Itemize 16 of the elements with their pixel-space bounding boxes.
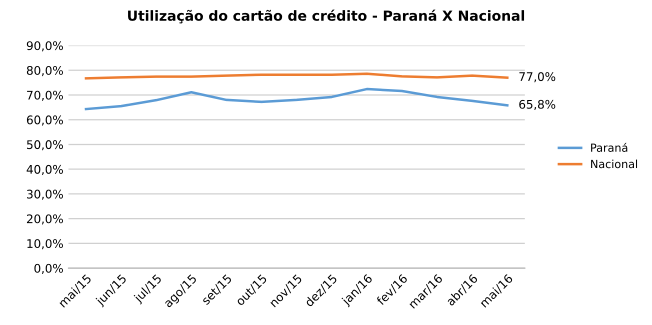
y-tick-label: 80,0% <box>26 66 63 76</box>
legend-label: Paraná <box>591 142 628 152</box>
y-tick-label: 20,0% <box>26 214 63 225</box>
line-series <box>84 88 509 110</box>
y-tick-label: 40,0% <box>26 164 63 176</box>
legend-label: Nacional <box>591 160 638 168</box>
y-tick-label: 30,0% <box>26 190 63 200</box>
data-label: 65,8% <box>519 100 556 110</box>
y-tick-label: 90,0% <box>26 41 63 52</box>
chart-title: Utilização do cartão de crédito - Paraná X Nacional <box>128 10 524 24</box>
data-label: 77,0% <box>519 72 556 82</box>
y-tick-label: 10,0% <box>27 239 63 250</box>
y-tick-label: 50,0% <box>27 140 63 150</box>
y-tick-label: 0,0% <box>34 264 63 274</box>
y-tick-label: 70,0% <box>27 90 63 101</box>
y-tick-label: 60,0% <box>26 115 63 126</box>
